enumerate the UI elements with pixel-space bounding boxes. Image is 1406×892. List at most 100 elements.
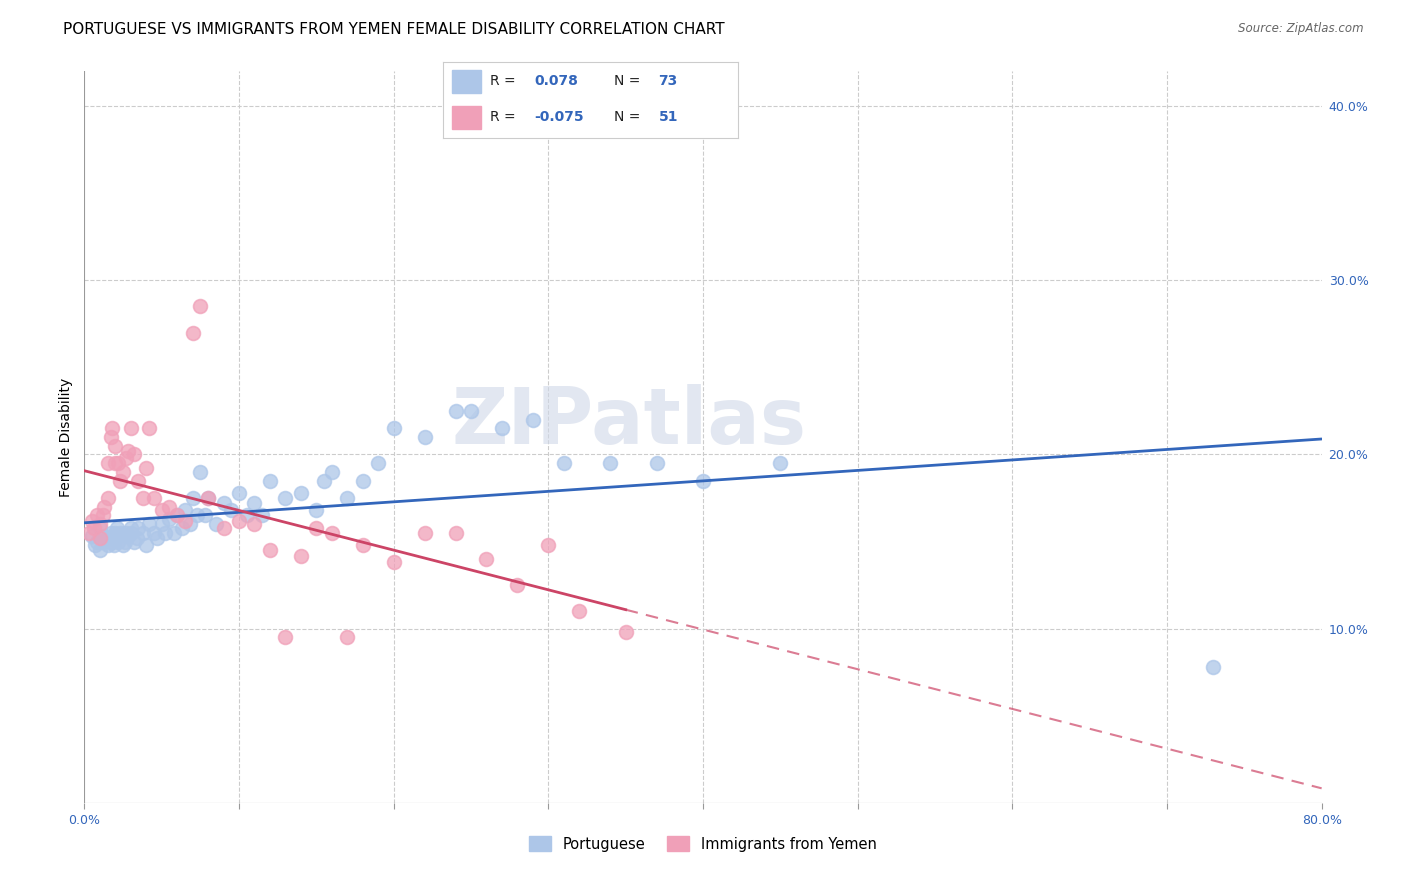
- Legend: Portuguese, Immigrants from Yemen: Portuguese, Immigrants from Yemen: [523, 830, 883, 858]
- Point: [122, 448, 145, 462]
- Point: [104, 525, 127, 540]
- Point: [115, 525, 138, 540]
- Point: [117, 444, 139, 458]
- Point: [115, 450, 138, 465]
- Point: [235, 508, 259, 523]
- Point: [108, 474, 131, 488]
- Point: [96, 538, 118, 552]
- Point: [83, 521, 105, 535]
- Point: [104, 456, 127, 470]
- Point: [170, 521, 193, 535]
- Point: [107, 456, 129, 470]
- Point: [135, 461, 157, 475]
- Point: [143, 525, 166, 540]
- Point: [104, 439, 127, 453]
- Point: [352, 474, 374, 488]
- Point: [522, 412, 544, 426]
- Text: R =: R =: [491, 74, 516, 88]
- FancyBboxPatch shape: [451, 70, 481, 93]
- Point: [259, 543, 281, 558]
- Point: [127, 521, 149, 535]
- Point: [367, 456, 389, 470]
- Point: [197, 491, 219, 505]
- Point: [614, 625, 637, 640]
- Point: [91, 534, 114, 549]
- Point: [219, 503, 242, 517]
- Point: [112, 465, 135, 479]
- FancyBboxPatch shape: [451, 106, 481, 129]
- Point: [86, 508, 108, 523]
- Point: [150, 517, 173, 532]
- Point: [166, 508, 188, 523]
- Point: [89, 521, 111, 535]
- Point: [120, 421, 142, 435]
- Text: R =: R =: [491, 110, 516, 124]
- Text: ZIPatlas: ZIPatlas: [451, 384, 806, 460]
- Point: [114, 534, 136, 549]
- Point: [692, 474, 714, 488]
- Text: 51: 51: [658, 110, 678, 124]
- Point: [174, 514, 197, 528]
- Point: [143, 491, 166, 505]
- Point: [444, 404, 467, 418]
- Point: [120, 521, 142, 535]
- Point: [101, 421, 124, 435]
- Point: [179, 517, 201, 532]
- Point: [197, 491, 219, 505]
- Text: PORTUGUESE VS IMMIGRANTS FROM YEMEN FEMALE DISABILITY CORRELATION CHART: PORTUGUESE VS IMMIGRANTS FROM YEMEN FEMA…: [63, 22, 725, 37]
- Y-axis label: Female Disability: Female Disability: [59, 377, 73, 497]
- Point: [96, 456, 118, 470]
- Point: [243, 496, 266, 510]
- Point: [305, 521, 328, 535]
- Point: [86, 534, 108, 549]
- Point: [105, 521, 128, 535]
- Point: [163, 525, 186, 540]
- Point: [274, 631, 297, 645]
- Point: [205, 517, 228, 532]
- Point: [568, 604, 591, 618]
- Point: [444, 525, 467, 540]
- Point: [101, 534, 124, 549]
- Point: [413, 430, 436, 444]
- Point: [132, 525, 155, 540]
- Point: [159, 512, 180, 526]
- Point: [82, 514, 104, 528]
- Point: [212, 496, 235, 510]
- Point: [413, 525, 436, 540]
- Point: [186, 508, 208, 523]
- Point: [112, 538, 135, 552]
- Point: [352, 538, 374, 552]
- Point: [138, 421, 160, 435]
- Point: [107, 534, 129, 549]
- Point: [174, 503, 197, 517]
- Point: [506, 578, 529, 592]
- Point: [194, 508, 217, 523]
- Point: [336, 491, 359, 505]
- Point: [290, 485, 312, 500]
- Point: [1202, 660, 1225, 674]
- Point: [382, 421, 405, 435]
- Text: N =: N =: [614, 74, 641, 88]
- Point: [305, 503, 328, 517]
- Point: [93, 500, 115, 514]
- Point: [599, 456, 621, 470]
- Point: [460, 404, 482, 418]
- Point: [100, 525, 122, 540]
- Point: [475, 552, 498, 566]
- Point: [250, 508, 273, 523]
- Text: 0.078: 0.078: [534, 74, 578, 88]
- Point: [274, 491, 297, 505]
- Point: [82, 529, 104, 543]
- Point: [312, 474, 335, 488]
- Point: [127, 474, 149, 488]
- Text: -0.075: -0.075: [534, 110, 583, 124]
- Point: [91, 508, 114, 523]
- Point: [108, 525, 131, 540]
- Point: [96, 491, 118, 505]
- Point: [228, 514, 250, 528]
- Point: [537, 538, 560, 552]
- Point: [89, 543, 111, 558]
- Point: [188, 300, 211, 314]
- Point: [125, 531, 148, 545]
- Point: [212, 521, 235, 535]
